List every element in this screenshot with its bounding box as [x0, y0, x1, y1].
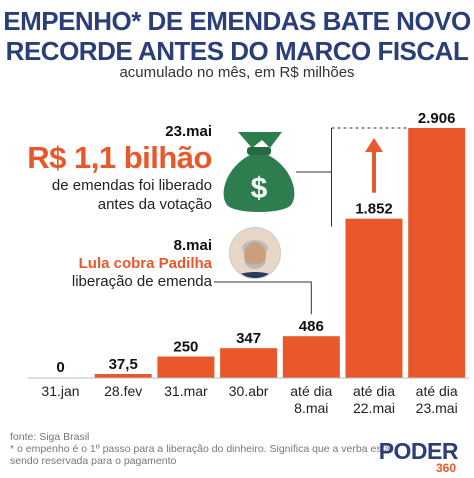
bar-value-label: 37,5 [109, 356, 138, 373]
category-label: até dia [290, 383, 332, 399]
annotation-amount: R$ 1,1 bilhão [27, 140, 212, 175]
annotation-text-line-1: liberação de emenda [71, 273, 212, 290]
footnote-line-2: sendo reservada para o pagamento [10, 455, 177, 467]
category-label: 30.abr [229, 383, 269, 399]
category-label: 23.mai [416, 400, 458, 416]
category-label: 31.jan [41, 383, 79, 399]
footnote-line-1: * o empenho é o 1º passo para a liberaçã… [10, 443, 391, 455]
bar-6 [345, 218, 403, 378]
bar-value-label: 347 [236, 330, 261, 347]
money-bag-icon: $ [223, 132, 295, 212]
bar-2 [94, 374, 152, 378]
annotation-may23: 23.mai R$ 1,1 bilhão de emendas foi libe… [20, 123, 212, 214]
bar-value-label: 250 [173, 338, 198, 355]
bar-7 [408, 128, 466, 378]
bar-value-label: 1.852 [355, 201, 393, 218]
annotation-connector [214, 281, 312, 315]
logo-subtext: 360 [435, 461, 456, 475]
category-label: 31.mar [164, 383, 208, 399]
annotation-highlight: Lula cobra Padilha [78, 255, 212, 272]
bar-value-label: 486 [299, 318, 324, 335]
annotation-date: 23.mai [165, 123, 212, 140]
annotation-text-line-1: de emendas foi liberado [51, 177, 212, 194]
bar-value-label: 0 [56, 359, 64, 376]
person-photo-icon [230, 228, 280, 278]
chart-title-line-1: EMPENHO* DE EMENDAS BATE NOVO [3, 6, 471, 36]
chart-title-line-2: RECORDE ANTES DO MARCO FISCAL [5, 36, 469, 66]
bar-4 [220, 348, 278, 378]
chart-subtitle: acumulado no mês, em R$ milhões [119, 64, 355, 81]
annotation-text-line-2: antes da votação [97, 196, 212, 213]
source-note: fonte: Siga Brasil [10, 431, 90, 443]
svg-text:$: $ [251, 172, 268, 205]
category-label: 22.mai [353, 400, 395, 416]
annotation-date: 8.mai [173, 237, 212, 254]
avatar [229, 227, 281, 279]
category-label: até dia [416, 383, 458, 399]
annotation-may8: 8.mai Lula cobra Padilha liberação de em… [20, 237, 212, 291]
bar-3 [157, 356, 215, 378]
bar-5 [282, 336, 340, 378]
category-label: 8.mai [294, 400, 328, 416]
category-label: até dia [353, 383, 395, 399]
bar-value-label: 2.906 [418, 110, 456, 127]
category-label: 28.fev [104, 383, 142, 399]
arrow-head [365, 138, 383, 152]
logo-text: PODER [378, 438, 459, 464]
poder360-logo: PODER 360 [378, 438, 459, 475]
